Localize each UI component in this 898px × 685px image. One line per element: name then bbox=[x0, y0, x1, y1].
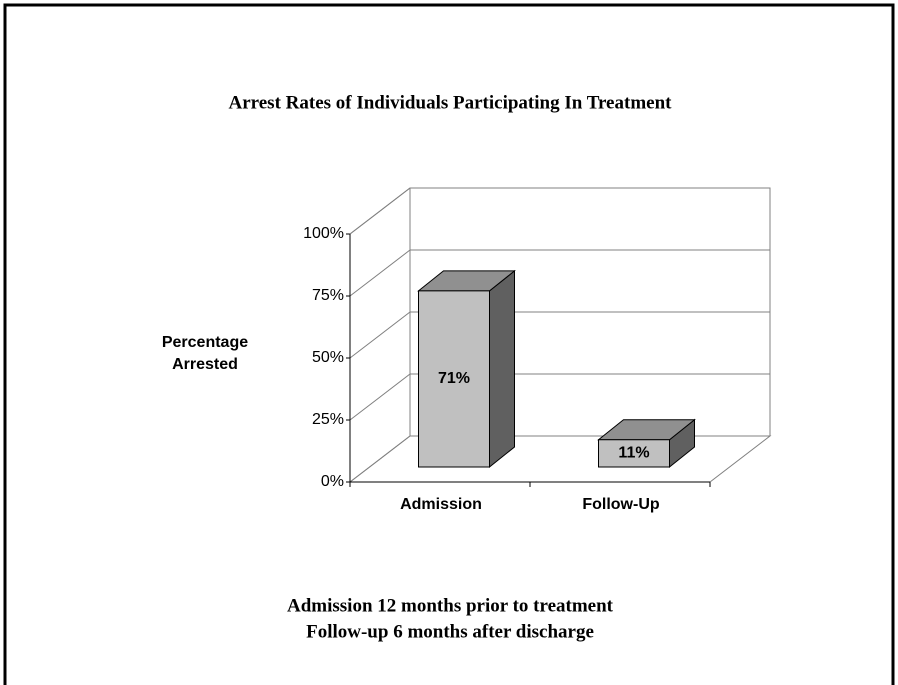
annotation: Follow-up 6 months after discharge bbox=[306, 621, 594, 642]
y-tick-label: 50% bbox=[312, 349, 344, 366]
frame bbox=[3, 3, 895, 685]
grid-line bbox=[349, 435, 770, 483]
bar bbox=[597, 418, 696, 469]
annotation: Admission 12 months prior to treatment bbox=[287, 595, 614, 616]
y-tick-label: 100% bbox=[303, 225, 344, 242]
x-tick-label: Follow-Up bbox=[582, 496, 660, 513]
grid-line bbox=[349, 249, 770, 297]
data-label: 71% bbox=[438, 370, 470, 387]
y-tick-label: 25% bbox=[312, 411, 344, 428]
y-axis-label: Percentage Arrested bbox=[161, 334, 249, 373]
grid-line bbox=[349, 187, 770, 235]
y-tick-label: 75% bbox=[312, 287, 344, 304]
chart-title: Arrest Rates of Individuals Participatin… bbox=[229, 92, 673, 113]
bar bbox=[417, 269, 516, 469]
grid-line bbox=[349, 373, 770, 421]
bar-front bbox=[598, 439, 670, 468]
x-tick-label: Admission bbox=[400, 496, 482, 513]
bar-side bbox=[489, 269, 515, 469]
y-tick-label: 0% bbox=[321, 473, 344, 490]
data-label: 11% bbox=[618, 445, 649, 462]
bar-front bbox=[418, 290, 490, 468]
grid-line bbox=[349, 311, 770, 359]
floor bbox=[348, 435, 772, 483]
